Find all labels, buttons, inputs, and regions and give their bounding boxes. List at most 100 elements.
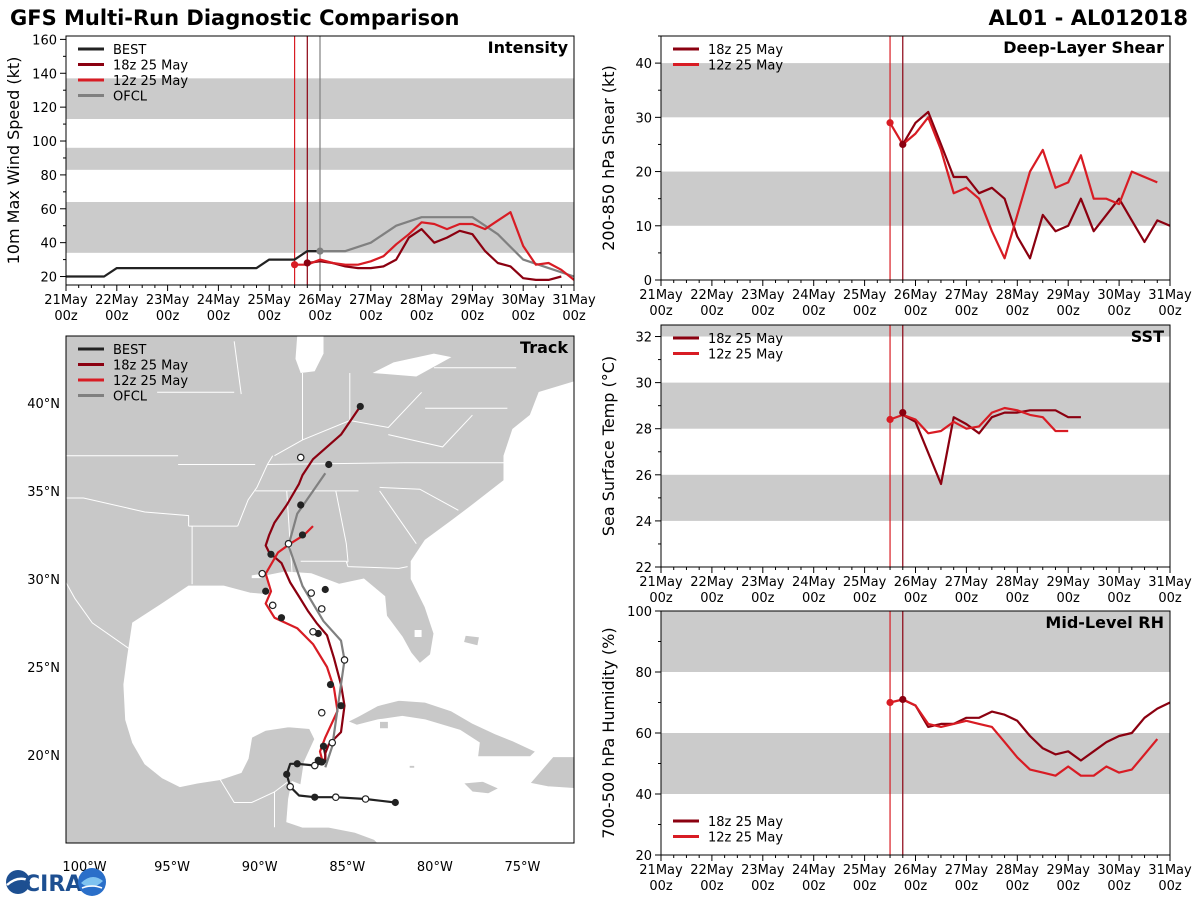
track-marker-filled: [325, 460, 333, 469]
init-marker-run18z: [303, 259, 311, 267]
track-marker-filled: [298, 531, 307, 539]
x-tick-hour: 00z: [258, 309, 282, 324]
x-tick-hour: 00z: [802, 879, 826, 894]
track-marker-open: [317, 708, 326, 717]
border-nc_sc: [379, 486, 459, 511]
x-tick-hour: 00z: [562, 309, 586, 324]
track-marker-filled: [326, 680, 335, 689]
lake-erie: [372, 353, 452, 377]
y-tick-label: 24: [635, 515, 652, 530]
shaded-band: [661, 474, 1170, 521]
lake-michigan: [295, 336, 324, 373]
x-tick-date: 23May: [146, 293, 190, 308]
track-marker-filled: [311, 793, 319, 801]
x-tick-date: 27May: [945, 575, 989, 590]
x-tick-hour: 00z: [904, 304, 928, 319]
x-tick-date: 24May: [792, 863, 836, 878]
track-line-run12z: [264, 525, 339, 763]
x-tick-date: 21May: [639, 575, 683, 590]
border-va_wv: [388, 414, 473, 448]
series-line-run18z: [307, 228, 562, 281]
x-tick-hour: 00z: [955, 304, 979, 319]
track-marker-open: [340, 656, 349, 664]
y-tick-label: 0: [644, 274, 652, 289]
border-texas_east: [66, 497, 190, 527]
border-us_mexico: [66, 582, 133, 652]
x-tick-hour: 00z: [308, 309, 332, 324]
y-tick-label: 40: [635, 788, 652, 803]
plot-frame: [65, 335, 575, 844]
track-marker-open: [258, 569, 266, 578]
chart-rh: 2040608010021May00z22May00z23May00z24May…: [599, 605, 1192, 894]
y-tick-label: 20: [635, 849, 652, 864]
init-marker-run12z: [886, 698, 894, 707]
x-tick-date: 23May: [741, 288, 785, 303]
x-tick-hour: 00z: [802, 304, 826, 319]
series-line-run12z: [294, 211, 575, 281]
shaded-band: [661, 325, 1170, 337]
x-tick-hour: 00z: [1057, 591, 1081, 606]
track-marker-open: [284, 539, 293, 548]
logo-wordmark: CIRA: [24, 872, 82, 897]
panel-title: Track: [520, 338, 568, 357]
legend-label: 12z 25 May: [708, 348, 783, 363]
border-al_ga: [335, 490, 349, 564]
panel-title: Deep-Layer Shear: [1003, 38, 1164, 57]
x-tick-hour: 00z: [904, 591, 928, 606]
x-tick-date: 29May: [1046, 288, 1090, 303]
y-tick-label: 30°N: [27, 573, 60, 588]
x-tick-hour: 00z: [207, 309, 231, 324]
track-marker-filled: [337, 702, 345, 710]
init-marker-run12z: [886, 415, 894, 424]
y-tick-label: 160: [32, 33, 57, 48]
legend-label: 12z 25 May: [708, 831, 783, 846]
x-tick-date: 27May: [945, 863, 989, 878]
x-tick-date: 21May: [639, 288, 683, 303]
x-tick-hour: 00z: [853, 591, 877, 606]
x-tick-hour: 00z: [649, 879, 673, 894]
x-tick-date: 26May: [894, 575, 938, 590]
x-tick-date: 22May: [690, 863, 734, 878]
shaded-band: [661, 733, 1170, 794]
legend-label: BEST: [113, 343, 146, 358]
y-tick-label: 60: [40, 203, 57, 218]
logo-swoosh-icon: [6, 877, 31, 886]
track-marker-open: [286, 782, 295, 791]
y-axis-label: Sea Surface Temp (°C): [599, 356, 618, 536]
x-tick-date: 31May: [552, 293, 596, 308]
track-marker-filled: [283, 770, 291, 778]
y-tick-label: 20°N: [27, 749, 60, 764]
logo-storm-swirl-icon: [81, 876, 103, 888]
x-tick-hour: 00z: [1107, 304, 1131, 319]
shaded-band: [661, 171, 1170, 226]
border-mexico_interior: [219, 779, 275, 828]
x-tick-hour: 00z: [512, 309, 536, 324]
y-tick-label: 20: [635, 166, 652, 181]
y-tick-label: 25°N: [27, 661, 60, 676]
x-tick-hour: 00z: [700, 591, 724, 606]
track-marker-filled: [321, 585, 329, 594]
track-marker-filled: [356, 402, 364, 411]
storm-id: AL01 - AL012018: [988, 6, 1189, 30]
x-tick-date: 25May: [843, 288, 887, 303]
x-tick-date: 25May: [843, 863, 887, 878]
track-marker-filled: [297, 501, 305, 509]
series-line-run18z: [901, 110, 1171, 260]
land-bahamas: [463, 634, 480, 647]
y-tick-label: 140: [32, 67, 57, 82]
border-fl_north: [300, 560, 408, 569]
x-tick-hour: 00z: [649, 304, 673, 319]
x-tick-hour: 00z: [1107, 591, 1131, 606]
x-tick-hour: 00z: [1006, 879, 1030, 894]
x-tick-hour: 00z: [461, 309, 485, 324]
x-tick-hour: 00z: [751, 879, 775, 894]
x-tick-date: 27May: [945, 288, 989, 303]
x-tick-date: 30May: [1097, 288, 1141, 303]
track-marker-open: [268, 601, 277, 610]
lake-okeechobee: [414, 630, 422, 637]
x-tick-hour: 00z: [1158, 591, 1182, 606]
x-tick-hour: 00z: [904, 879, 928, 894]
panel-title: Mid-Level RH: [1045, 613, 1164, 632]
land-cuba: [347, 699, 537, 758]
series-line-run12z: [889, 698, 1159, 777]
